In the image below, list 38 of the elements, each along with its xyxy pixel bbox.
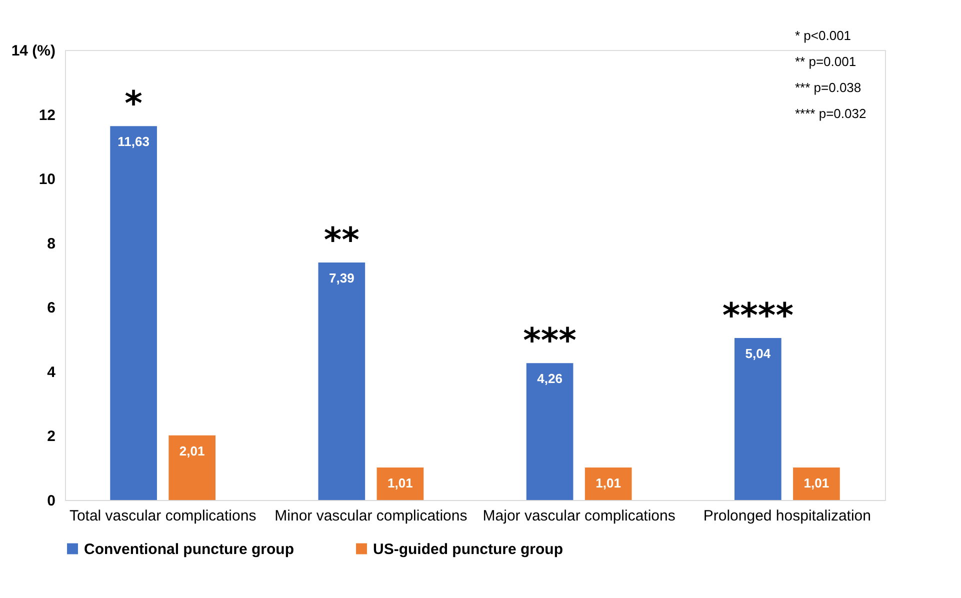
annotation: **** xyxy=(722,296,794,336)
annotation: * xyxy=(124,84,143,124)
data-label: 1,01 xyxy=(388,476,413,491)
bar xyxy=(168,435,216,500)
annotation: *** xyxy=(523,321,577,362)
data-label: 1,01 xyxy=(596,476,621,491)
data-label: 7,39 xyxy=(329,270,354,286)
bar xyxy=(376,468,424,500)
x-tick-label: Minor vascular complications xyxy=(274,508,468,524)
legend-label: US-guided puncture group xyxy=(373,540,563,558)
x-tick-label: Total vascular complications xyxy=(69,508,256,524)
annotation: **** p=0.032 xyxy=(795,106,866,121)
bar xyxy=(793,468,840,500)
x-tick-label: Prolonged hospitalization xyxy=(703,508,871,524)
y-tick-label: 12 xyxy=(38,106,56,124)
data-label: 1,01 xyxy=(804,476,830,491)
data-label: 2,01 xyxy=(179,443,205,458)
bar xyxy=(526,363,574,500)
x-tick-label: Major vascular complications xyxy=(482,508,676,524)
annotation: *** p=0.038 xyxy=(795,80,862,95)
data-label: 11,63 xyxy=(118,134,150,150)
y-tick-label: 14 (%) xyxy=(11,42,56,60)
bar xyxy=(734,338,782,500)
y-tick-label: 8 xyxy=(47,235,56,252)
legend-label: Conventional puncture group xyxy=(84,540,294,558)
y-tick-label: 2 xyxy=(47,428,56,446)
bar xyxy=(584,468,632,500)
y-tick-label: 4 xyxy=(47,364,56,381)
data-label: 4,26 xyxy=(537,371,562,386)
data-label: 5,04 xyxy=(745,346,772,361)
bar xyxy=(110,126,157,500)
text: * p<0.001 xyxy=(795,28,852,43)
y-tick-label: 0 xyxy=(47,492,56,510)
bar xyxy=(318,262,366,500)
annotation: ** p=0.001 xyxy=(795,54,856,69)
y-tick-label: 6 xyxy=(47,300,56,317)
annotation: ** xyxy=(324,220,360,260)
y-tick-label: 10 xyxy=(38,171,56,188)
